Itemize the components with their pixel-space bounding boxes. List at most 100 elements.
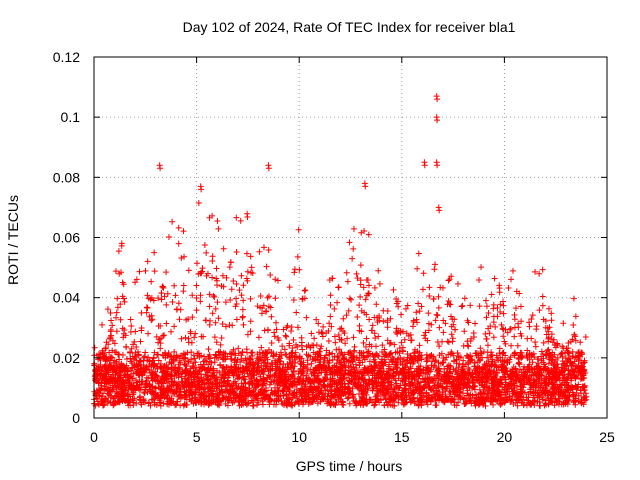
data-point [120, 334, 127, 341]
data-point [548, 317, 555, 324]
data-point [169, 218, 176, 225]
data-point [493, 386, 500, 393]
data-point [489, 380, 496, 387]
data-point [460, 390, 467, 397]
data-point [272, 370, 279, 377]
data-point [442, 375, 449, 382]
data-point [146, 357, 153, 364]
data-point [301, 363, 308, 370]
data-point [201, 241, 208, 248]
data-point [495, 382, 502, 389]
data-point [407, 398, 414, 405]
data-point [337, 384, 344, 391]
data-point [263, 354, 270, 361]
data-point [265, 293, 272, 300]
data-point [170, 364, 177, 371]
data-point [532, 339, 539, 346]
data-point [567, 360, 574, 367]
data-point [392, 383, 399, 390]
data-point [357, 281, 364, 288]
data-point [410, 323, 417, 330]
data-point [422, 376, 429, 383]
data-point [115, 383, 122, 390]
data-point [172, 292, 179, 299]
data-point [254, 378, 261, 385]
data-point [107, 326, 114, 333]
data-point [521, 380, 528, 387]
data-point [421, 385, 428, 392]
data-point [165, 372, 172, 379]
data-point [303, 351, 310, 358]
data-point [143, 309, 150, 316]
data-point [428, 366, 435, 373]
data-point [233, 316, 240, 323]
data-point [338, 325, 345, 332]
data-point [353, 270, 360, 277]
data-point [157, 399, 164, 406]
data-point [536, 402, 543, 409]
data-point [194, 386, 201, 393]
data-point [273, 351, 280, 358]
data-point [540, 355, 547, 362]
data-point [283, 396, 290, 403]
data-point [286, 395, 293, 402]
data-point [554, 398, 561, 405]
data-point [133, 276, 140, 283]
data-point [358, 328, 365, 335]
data-point [366, 377, 373, 384]
data-point [473, 349, 480, 356]
data-point [369, 399, 376, 406]
data-point [387, 350, 394, 357]
data-point [239, 369, 246, 376]
data-point [504, 388, 511, 395]
data-point [382, 395, 389, 402]
data-point [143, 365, 150, 372]
data-point [211, 376, 218, 383]
data-point [410, 381, 417, 388]
data-point [375, 333, 382, 340]
data-point [140, 365, 147, 372]
data-point [555, 401, 562, 408]
data-point [102, 362, 109, 369]
data-point [402, 305, 409, 312]
data-point [175, 224, 182, 231]
data-point [471, 394, 478, 401]
data-point [497, 308, 504, 315]
data-point [159, 380, 166, 387]
data-point [481, 398, 488, 405]
data-point [400, 356, 407, 363]
data-point [315, 379, 322, 386]
data-point [435, 293, 442, 300]
data-point [583, 393, 590, 400]
data-point [445, 277, 452, 284]
data-point [461, 395, 468, 402]
data-point [283, 385, 290, 392]
data-point [161, 293, 168, 300]
data-point [357, 381, 364, 388]
data-point [350, 397, 357, 404]
data-point [291, 266, 298, 273]
data-point [411, 389, 418, 396]
data-point [97, 372, 104, 379]
data-point [247, 328, 254, 335]
data-point [347, 348, 354, 355]
data-point [516, 397, 523, 404]
data-point [121, 298, 128, 305]
data-point [223, 274, 230, 281]
data-point [206, 214, 213, 221]
data-point [291, 269, 298, 276]
data-point [135, 352, 142, 359]
data-point [563, 345, 570, 352]
data-point [421, 162, 428, 169]
data-point [565, 396, 572, 403]
data-point [403, 359, 410, 366]
data-point [551, 399, 558, 406]
data-point [458, 303, 465, 310]
data-point [323, 347, 330, 354]
data-point [507, 325, 514, 332]
data-point [106, 349, 113, 356]
data-point [226, 389, 233, 396]
data-point [395, 303, 402, 310]
data-point [506, 372, 513, 379]
data-point [222, 323, 229, 330]
